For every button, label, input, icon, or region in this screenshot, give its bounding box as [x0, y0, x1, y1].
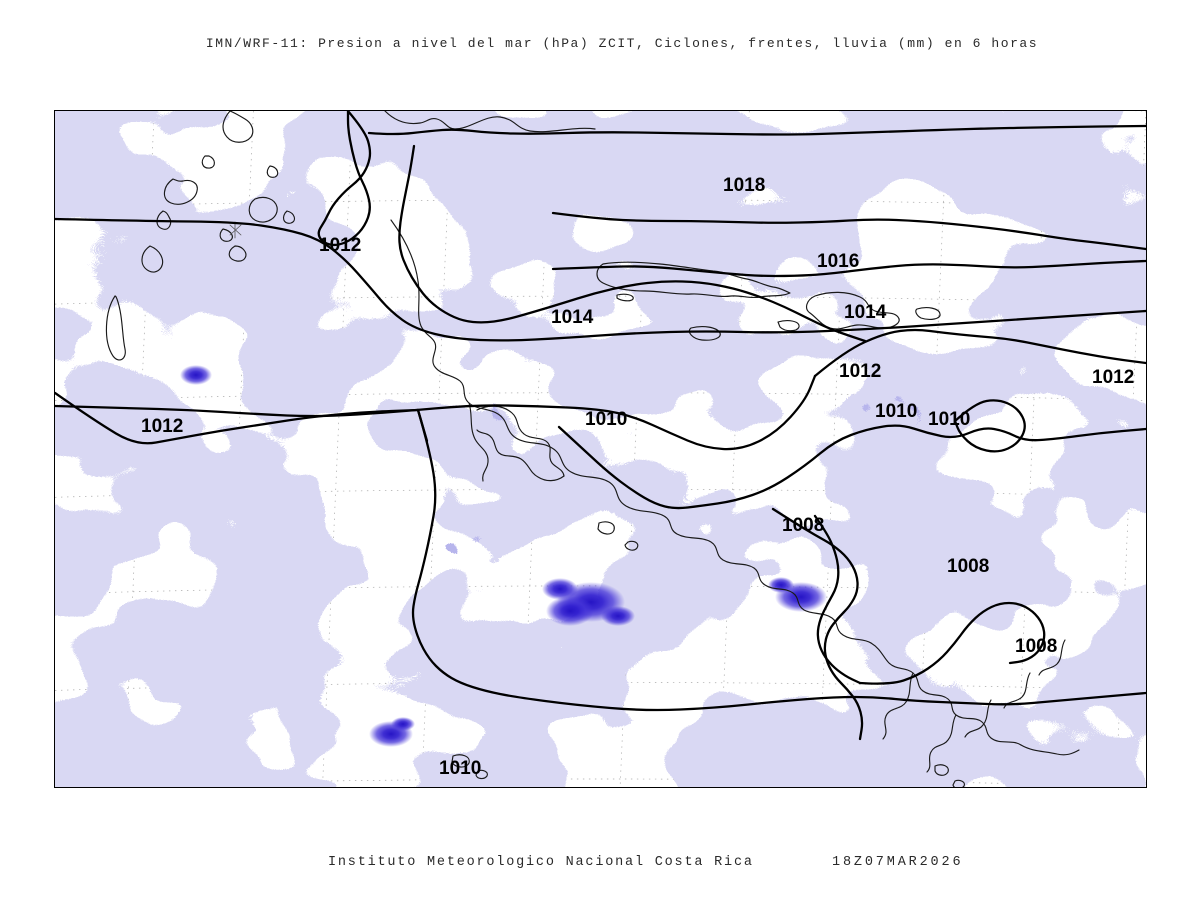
svg-text:1008: 1008	[947, 556, 989, 577]
svg-text:1010: 1010	[928, 409, 970, 430]
svg-text:1012: 1012	[839, 361, 881, 382]
svg-text:1008: 1008	[782, 515, 824, 536]
svg-text:1012: 1012	[141, 416, 183, 437]
svg-text:1018: 1018	[723, 175, 765, 196]
svg-text:1008: 1008	[1015, 636, 1057, 657]
svg-text:1010: 1010	[439, 758, 481, 779]
svg-text:1010: 1010	[585, 409, 627, 430]
svg-text:1014: 1014	[844, 302, 887, 323]
svg-text:1012: 1012	[1092, 367, 1134, 388]
svg-text:1010: 1010	[875, 401, 917, 422]
svg-text:1016: 1016	[817, 251, 859, 272]
svg-text:1014: 1014	[551, 307, 594, 328]
svg-text:1012: 1012	[319, 235, 361, 256]
